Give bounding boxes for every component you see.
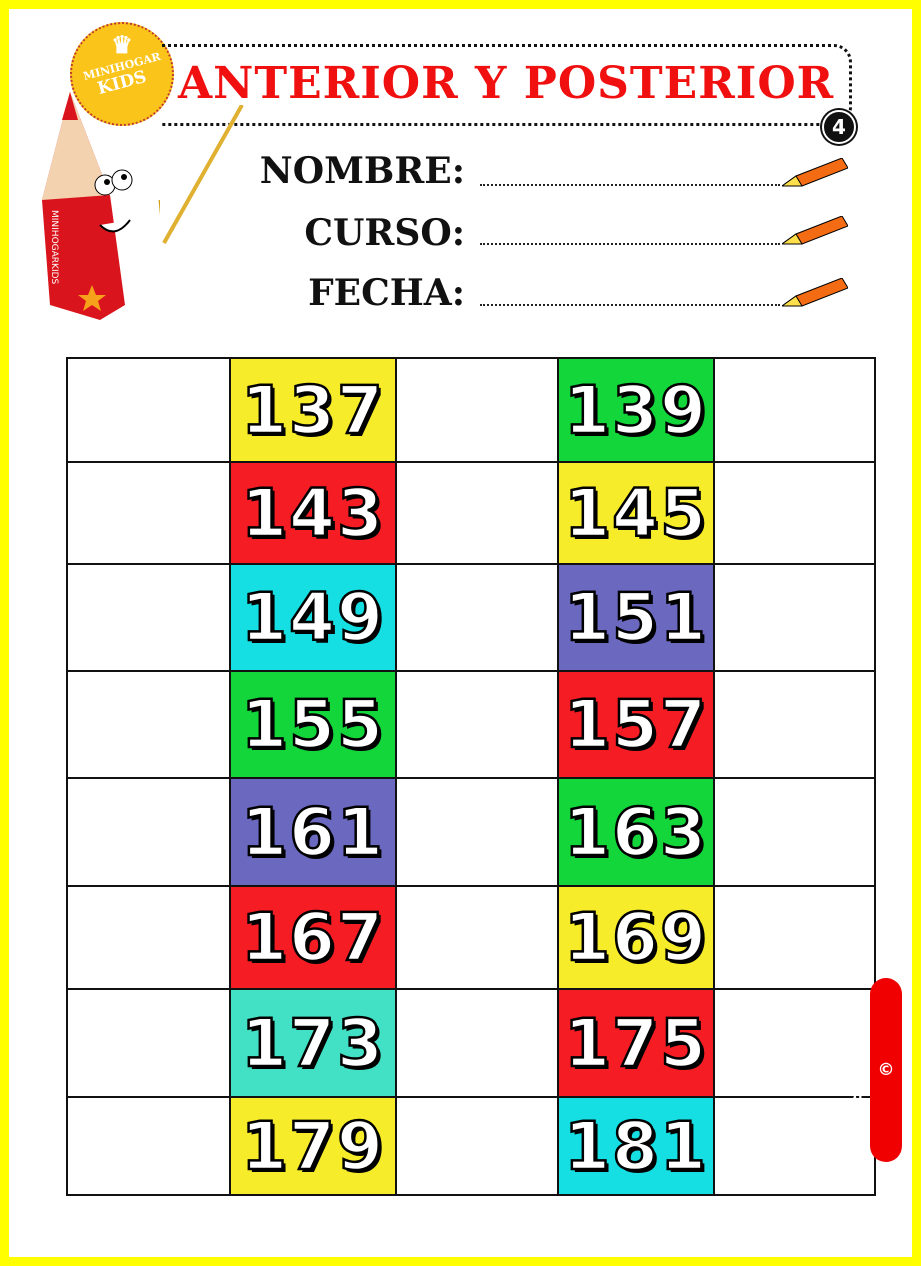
number-cell-cell: 149 xyxy=(229,563,397,672)
date-field: FECHA: xyxy=(210,272,465,314)
answer-after-cell[interactable] xyxy=(713,885,876,990)
copyright-label: © MINIHOGARKIDS xyxy=(844,978,902,1162)
number-cell-cell: 139 xyxy=(557,357,715,463)
minihogar-kids-logo: ♛ MINIHOGAR KIDS xyxy=(70,22,174,126)
name-label: NOMBRE: xyxy=(259,150,465,192)
page-title: ANTERIOR Y POSTERIOR xyxy=(178,58,835,109)
answer-before-cell[interactable] xyxy=(66,461,231,565)
table-row: 149 151 xyxy=(66,563,876,672)
number-cell-cell: 175 xyxy=(557,988,715,1098)
answer-after-cell[interactable] xyxy=(713,357,876,463)
number-cell-cell: 167 xyxy=(229,885,397,990)
answer-before-cell[interactable] xyxy=(66,357,231,463)
crown-icon: ♛ xyxy=(111,30,133,59)
answer-between-cell[interactable] xyxy=(395,777,559,887)
answer-before-cell[interactable] xyxy=(66,988,231,1098)
number-cell-cell: 179 xyxy=(229,1096,397,1196)
table-row: 137 139 xyxy=(66,357,876,463)
answer-between-cell[interactable] xyxy=(395,885,559,990)
course-label: CURSO: xyxy=(304,212,465,254)
answer-before-cell[interactable] xyxy=(66,1096,231,1196)
answer-before-cell[interactable] xyxy=(66,670,231,779)
answer-before-cell[interactable] xyxy=(66,885,231,990)
answer-between-cell[interactable] xyxy=(395,357,559,463)
number-table: 137 139 143 145 149 151 155 157 161 163 167 169 173 1… xyxy=(66,357,876,1196)
number-cell-cell: 173 xyxy=(229,988,397,1098)
answer-between-cell[interactable] xyxy=(395,1096,559,1196)
title-frame xyxy=(162,44,852,126)
pencil-mascot-illustration: MINIHOGARKIDS xyxy=(42,92,160,320)
answer-after-cell[interactable] xyxy=(713,988,876,1098)
number-cell-cell: 143 xyxy=(229,461,397,565)
number-cell-cell: 137 xyxy=(229,357,397,463)
pencil-icon xyxy=(782,278,848,307)
pencil-icon xyxy=(782,216,848,245)
table-row: 167 169 xyxy=(66,885,876,990)
answer-after-cell[interactable] xyxy=(713,777,876,887)
number-cell-cell: 145 xyxy=(557,461,715,565)
date-label: FECHA: xyxy=(308,272,465,314)
answer-after-cell[interactable] xyxy=(713,461,876,565)
table-row: 173 175 xyxy=(66,988,876,1098)
number-cell-cell: 181 xyxy=(557,1096,715,1196)
course-input-line[interactable] xyxy=(480,243,780,245)
pencil-icon xyxy=(782,158,848,187)
worksheet-number-badge: 4 xyxy=(822,110,856,144)
name-field: NOMBRE: xyxy=(210,150,465,192)
answer-before-cell[interactable] xyxy=(66,777,231,887)
number-cell-cell: 169 xyxy=(557,885,715,990)
table-row: 179 181 xyxy=(66,1096,876,1196)
answer-between-cell[interactable] xyxy=(395,988,559,1098)
answer-before-cell[interactable] xyxy=(66,563,231,672)
answer-between-cell[interactable] xyxy=(395,670,559,779)
number-cell-cell: 151 xyxy=(557,563,715,672)
table-row: 161 163 xyxy=(66,777,876,887)
pointer-stick xyxy=(162,105,244,244)
table-row: 143 145 xyxy=(66,461,876,565)
table-row: 155 157 xyxy=(66,670,876,779)
mascot-label: MINIHOGARKIDS xyxy=(49,210,59,285)
number-cell-cell: 155 xyxy=(229,670,397,779)
answer-between-cell[interactable] xyxy=(395,563,559,672)
number-cell-cell: 161 xyxy=(229,777,397,887)
name-input-line[interactable] xyxy=(480,184,780,186)
date-input-line[interactable] xyxy=(480,304,780,306)
answer-after-cell[interactable] xyxy=(713,1096,876,1196)
answer-after-cell[interactable] xyxy=(713,670,876,779)
number-cell-cell: 157 xyxy=(557,670,715,779)
course-field: CURSO: xyxy=(210,212,465,254)
answer-after-cell[interactable] xyxy=(713,563,876,672)
answer-between-cell[interactable] xyxy=(395,461,559,565)
number-cell-cell: 163 xyxy=(557,777,715,887)
